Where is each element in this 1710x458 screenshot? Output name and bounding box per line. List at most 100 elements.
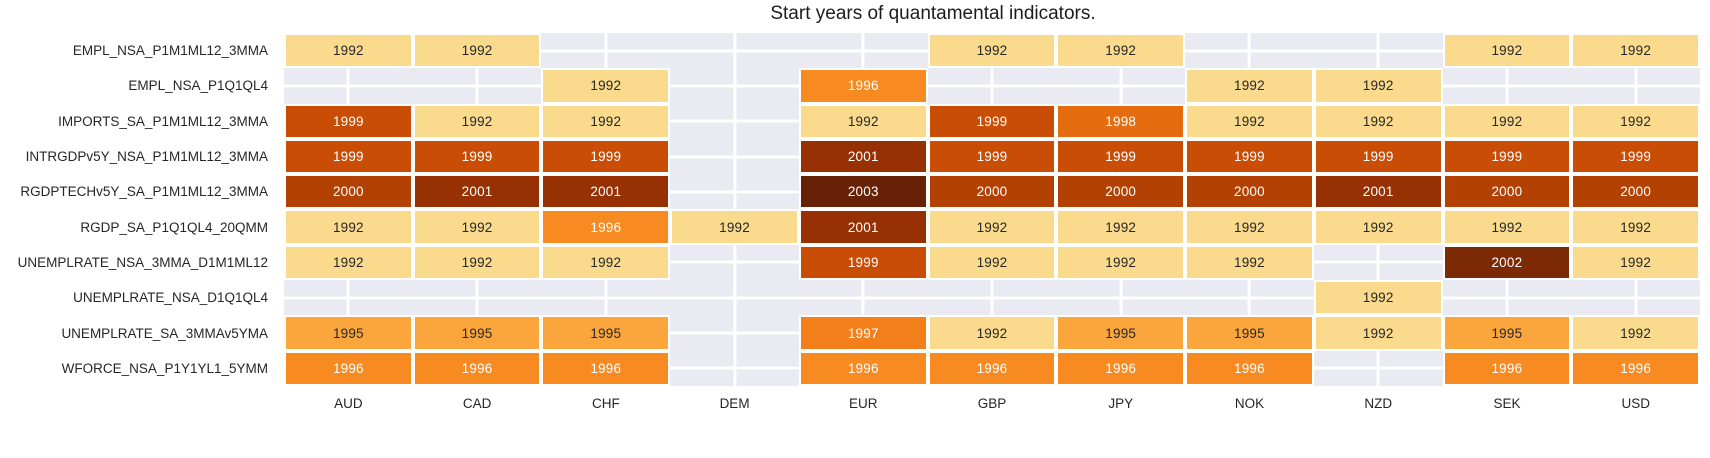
heatmap-cell-IMPORTS_SA_P1M1ML12_3MMA-USD: 1992 bbox=[1571, 103, 1700, 139]
heatmap-cell-EMPL_NSA_P1M1ML12_3MMA-GBP: 1992 bbox=[927, 33, 1057, 69]
heatmap-cell-WFORCE_NSA_P1Y1YL1_5YMM-SEK: 1996 bbox=[1442, 350, 1572, 386]
heatmap-cell-UNEMPLRATE_NSA_3MMA_D1M1ML12-CAD: 1992 bbox=[412, 244, 542, 281]
y-axis-label: UNEMPLRATE_SA_3MMAv5YMA bbox=[61, 325, 268, 341]
heatmap-cell-UNEMPLRATE_NSA_3MMA_D1M1ML12-NZD bbox=[1314, 245, 1443, 280]
heatmap-cell-RGDP_SA_P1Q1QL4_20QMM-NOK: 1992 bbox=[1185, 209, 1314, 245]
y-axis-label: INTRGDPv5Y_NSA_P1M1ML12_3MMA bbox=[25, 149, 268, 165]
heatmap-cell-UNEMPLRATE_NSA_3MMA_D1M1ML12-JPY: 1992 bbox=[1056, 244, 1186, 281]
heatmap-cell-RGDPTECHv5Y_SA_P1M1ML12_3MMA-CAD: 2001 bbox=[412, 174, 542, 210]
heatmap-cell-IMPORTS_SA_P1M1ML12_3MMA-CHF: 1992 bbox=[541, 103, 671, 139]
heatmap-cell-UNEMPLRATE_SA_3MMAv5YMA-GBP: 1992 bbox=[927, 315, 1057, 351]
heatmap-cell-EMPL_NSA_P1M1ML12_3MMA-EUR bbox=[799, 33, 928, 68]
heatmap-cell-UNEMPLRATE_SA_3MMAv5YMA-CAD: 1995 bbox=[412, 315, 542, 351]
heatmap-cell-RGDP_SA_P1Q1QL4_20QMM-CHF: 1996 bbox=[541, 209, 671, 245]
heatmap-cell-UNEMPLRATE_NSA_D1Q1QL4-NZD: 1992 bbox=[1313, 280, 1443, 316]
heatmap-cell-INTRGDPv5Y_NSA_P1M1ML12_3MMA-NOK: 1999 bbox=[1185, 138, 1314, 175]
x-axis-label: JPY bbox=[1108, 395, 1134, 411]
heatmap-cell-UNEMPLRATE_SA_3MMAv5YMA-CHF: 1995 bbox=[541, 315, 671, 351]
heatmap-cell-EMPL_NSA_P1Q1QL4-JPY bbox=[1056, 68, 1185, 103]
x-axis-label: USD bbox=[1621, 395, 1650, 411]
x-axis-label: AUD bbox=[334, 395, 363, 411]
heatmap-cell-WFORCE_NSA_P1Y1YL1_5YMM-DEM bbox=[670, 351, 799, 386]
heatmap-cell-UNEMPLRATE_SA_3MMAv5YMA-JPY: 1995 bbox=[1056, 315, 1186, 351]
heatmap-cell-INTRGDPv5Y_NSA_P1M1ML12_3MMA-NZD: 1999 bbox=[1313, 138, 1443, 175]
heatmap-cell-UNEMPLRATE_NSA_3MMA_D1M1ML12-GBP: 1992 bbox=[927, 244, 1057, 281]
heatmap-cell-INTRGDPv5Y_NSA_P1M1ML12_3MMA-CHF: 1999 bbox=[541, 138, 671, 175]
heatmap-cell-IMPORTS_SA_P1M1ML12_3MMA-AUD: 1999 bbox=[284, 103, 413, 139]
heatmap-cell-UNEMPLRATE_SA_3MMAv5YMA-NZD: 1992 bbox=[1313, 315, 1443, 351]
heatmap-cell-INTRGDPv5Y_NSA_P1M1ML12_3MMA-SEK: 1999 bbox=[1442, 138, 1572, 175]
heatmap-cell-UNEMPLRATE_NSA_3MMA_D1M1ML12-USD: 1992 bbox=[1571, 244, 1700, 281]
heatmap-cell-RGDPTECHv5Y_SA_P1M1ML12_3MMA-SEK: 2000 bbox=[1442, 174, 1572, 210]
heatmap-cell-EMPL_NSA_P1M1ML12_3MMA-SEK: 1992 bbox=[1442, 33, 1572, 69]
x-axis-label: NZD bbox=[1364, 395, 1393, 411]
heatmap-cell-UNEMPLRATE_NSA_D1Q1QL4-SEK bbox=[1443, 280, 1572, 315]
heatmap-cell-RGDP_SA_P1Q1QL4_20QMM-USD: 1992 bbox=[1571, 209, 1700, 245]
x-axis-label: EUR bbox=[849, 395, 878, 411]
heatmap-cell-IMPORTS_SA_P1M1ML12_3MMA-CAD: 1992 bbox=[412, 103, 542, 139]
x-axis-label: GBP bbox=[977, 395, 1007, 411]
x-axis-label: NOK bbox=[1234, 395, 1265, 411]
heatmap-cell-EMPL_NSA_P1Q1QL4-GBP bbox=[928, 68, 1057, 103]
heatmap-cell-RGDP_SA_P1Q1QL4_20QMM-NZD: 1992 bbox=[1313, 209, 1443, 245]
y-axis-labels: EMPL_NSA_P1M1ML12_3MMA EMPL_NSA_P1Q1QL4 IM… bbox=[0, 33, 276, 386]
heatmap-cell-RGDP_SA_P1Q1QL4_20QMM-EUR: 2001 bbox=[798, 209, 928, 245]
heatmap-cell-EMPL_NSA_P1M1ML12_3MMA-NZD bbox=[1314, 33, 1443, 68]
heatmap-cell-RGDPTECHv5Y_SA_P1M1ML12_3MMA-JPY: 2000 bbox=[1056, 174, 1186, 210]
heatmap-cell-EMPL_NSA_P1Q1QL4-SEK bbox=[1443, 68, 1572, 103]
heatmap-cell-RGDPTECHv5Y_SA_P1M1ML12_3MMA-CHF: 2001 bbox=[541, 174, 671, 210]
heatmap-cell-IMPORTS_SA_P1M1ML12_3MMA-NOK: 1992 bbox=[1185, 103, 1314, 139]
heatmap-cell-EMPL_NSA_P1M1ML12_3MMA-CAD: 1992 bbox=[412, 33, 542, 69]
heatmap-cell-INTRGDPv5Y_NSA_P1M1ML12_3MMA-AUD: 1999 bbox=[284, 138, 413, 175]
heatmap-cell-WFORCE_NSA_P1Y1YL1_5YMM-CAD: 1996 bbox=[412, 350, 542, 386]
heatmap-cell-RGDPTECHv5Y_SA_P1M1ML12_3MMA-DEM bbox=[670, 174, 799, 209]
heatmap-cell-EMPL_NSA_P1Q1QL4-DEM bbox=[670, 68, 799, 103]
heatmap-cell-EMPL_NSA_P1Q1QL4-CHF: 1992 bbox=[541, 68, 671, 104]
heatmap-cell-RGDPTECHv5Y_SA_P1M1ML12_3MMA-USD: 2000 bbox=[1571, 174, 1700, 210]
heatmap-cell-EMPL_NSA_P1M1ML12_3MMA-JPY: 1992 bbox=[1056, 33, 1186, 69]
heatmap-cell-UNEMPLRATE_NSA_D1Q1QL4-NOK bbox=[1185, 280, 1314, 315]
heatmap-cell-EMPL_NSA_P1Q1QL4-CAD bbox=[413, 68, 542, 103]
heatmap-cell-WFORCE_NSA_P1Y1YL1_5YMM-NOK: 1996 bbox=[1185, 350, 1314, 386]
heatmap-cell-INTRGDPv5Y_NSA_P1M1ML12_3MMA-CAD: 1999 bbox=[412, 138, 542, 175]
heatmap-cell-UNEMPLRATE_NSA_D1Q1QL4-GBP bbox=[928, 280, 1057, 315]
x-axis-label: SEK bbox=[1493, 395, 1521, 411]
heatmap-cell-INTRGDPv5Y_NSA_P1M1ML12_3MMA-JPY: 1999 bbox=[1056, 138, 1186, 175]
heatmap-cell-EMPL_NSA_P1Q1QL4-EUR: 1996 bbox=[798, 68, 928, 104]
heatmap-cell-EMPL_NSA_P1Q1QL4-AUD bbox=[284, 68, 413, 103]
heatmap-cell-UNEMPLRATE_SA_3MMAv5YMA-DEM bbox=[670, 315, 799, 350]
heatmap-cell-IMPORTS_SA_P1M1ML12_3MMA-JPY: 1998 bbox=[1056, 103, 1186, 139]
heatmap-cell-IMPORTS_SA_P1M1ML12_3MMA-NZD: 1992 bbox=[1313, 103, 1443, 139]
heatmap-cell-WFORCE_NSA_P1Y1YL1_5YMM-GBP: 1996 bbox=[927, 350, 1057, 386]
y-axis-label: EMPL_NSA_P1M1ML12_3MMA bbox=[72, 43, 268, 59]
heatmap-cell-UNEMPLRATE_SA_3MMAv5YMA-AUD: 1995 bbox=[284, 315, 413, 351]
heatmap-cell-EMPL_NSA_P1Q1QL4-NZD: 1992 bbox=[1313, 68, 1443, 104]
heatmap-cell-EMPL_NSA_P1M1ML12_3MMA-DEM bbox=[670, 33, 799, 68]
heatmap-cell-EMPL_NSA_P1M1ML12_3MMA-NOK bbox=[1185, 33, 1314, 68]
heatmap-cell-UNEMPLRATE_NSA_D1Q1QL4-CHF bbox=[541, 280, 670, 315]
heatmap-cell-RGDP_SA_P1Q1QL4_20QMM-JPY: 1992 bbox=[1056, 209, 1186, 245]
heatmap-cell-UNEMPLRATE_NSA_3MMA_D1M1ML12-SEK: 2002 bbox=[1442, 244, 1572, 281]
heatmap-cell-RGDPTECHv5Y_SA_P1M1ML12_3MMA-NZD: 2001 bbox=[1313, 174, 1443, 210]
heatmap-cell-WFORCE_NSA_P1Y1YL1_5YMM-AUD: 1996 bbox=[284, 350, 413, 386]
heatmap-cell-EMPL_NSA_P1M1ML12_3MMA-USD: 1992 bbox=[1571, 33, 1700, 69]
heatmap-cell-UNEMPLRATE_NSA_D1Q1QL4-EUR bbox=[799, 280, 928, 315]
heatmap-cell-RGDPTECHv5Y_SA_P1M1ML12_3MMA-EUR: 2003 bbox=[798, 174, 928, 210]
heatmap-cell-INTRGDPv5Y_NSA_P1M1ML12_3MMA-DEM bbox=[670, 139, 799, 174]
y-axis-label: EMPL_NSA_P1Q1QL4 bbox=[128, 78, 268, 94]
heatmap-plot: 1992 1992 1992 1992 1992 1992 1992 1996 1992 1992… bbox=[284, 33, 1700, 386]
heatmap-cell-INTRGDPv5Y_NSA_P1M1ML12_3MMA-USD: 1999 bbox=[1571, 138, 1700, 175]
heatmap-cell-RGDP_SA_P1Q1QL4_20QMM-GBP: 1992 bbox=[927, 209, 1057, 245]
y-axis-label: UNEMPLRATE_NSA_3MMA_D1M1ML12 bbox=[17, 254, 268, 270]
heatmap-cell-RGDP_SA_P1Q1QL4_20QMM-CAD: 1992 bbox=[412, 209, 542, 245]
heatmap-cell-UNEMPLRATE_NSA_3MMA_D1M1ML12-NOK: 1992 bbox=[1185, 244, 1314, 281]
heatmap-cell-RGDPTECHv5Y_SA_P1M1ML12_3MMA-AUD: 2000 bbox=[284, 174, 413, 210]
heatmap-cell-INTRGDPv5Y_NSA_P1M1ML12_3MMA-GBP: 1999 bbox=[927, 138, 1057, 175]
gridline-horizontal bbox=[284, 296, 1700, 300]
heatmap-cell-IMPORTS_SA_P1M1ML12_3MMA-DEM bbox=[670, 104, 799, 139]
heatmap-cell-WFORCE_NSA_P1Y1YL1_5YMM-JPY: 1996 bbox=[1056, 350, 1186, 386]
heatmap-cell-UNEMPLRATE_NSA_3MMA_D1M1ML12-CHF: 1992 bbox=[541, 244, 671, 281]
y-axis-label: UNEMPLRATE_NSA_D1Q1QL4 bbox=[73, 290, 268, 306]
heatmap-cell-WFORCE_NSA_P1Y1YL1_5YMM-USD: 1996 bbox=[1571, 350, 1700, 386]
